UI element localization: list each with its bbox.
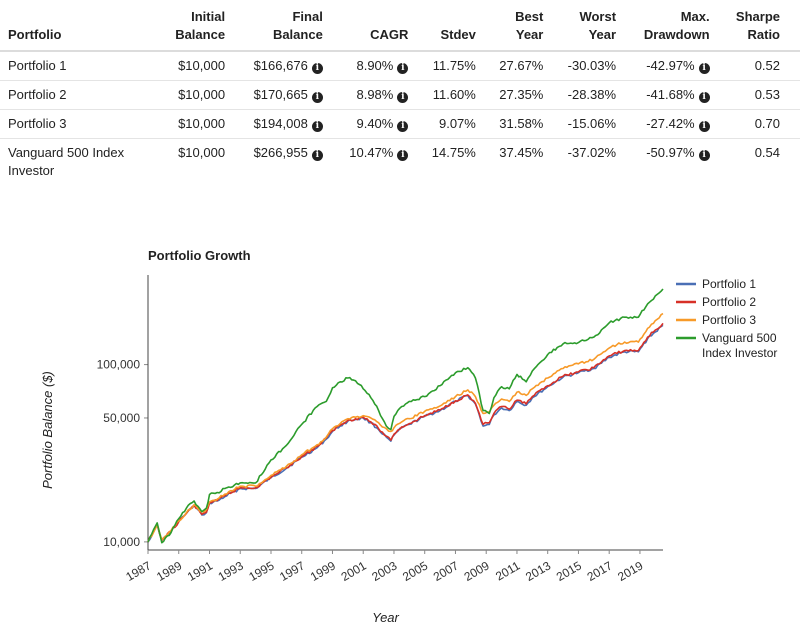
- x-axis-label: Year: [372, 610, 399, 625]
- cell-drawdown: -27.42% i: [622, 109, 716, 139]
- info-icon[interactable]: i: [397, 121, 409, 132]
- x-tick-label: 2011: [493, 558, 523, 583]
- cell-initial: $10,000: [156, 80, 232, 110]
- cell-best: 31.58%: [481, 109, 550, 139]
- info-icon[interactable]: i: [311, 92, 323, 103]
- legend-label: Index Investor: [702, 346, 777, 360]
- info-icon[interactable]: i: [311, 150, 323, 161]
- header-cagr: CAGR: [328, 0, 415, 52]
- header-best-year: Best Year: [481, 0, 550, 52]
- series-line-4: [147, 288, 664, 544]
- series-line-3: [147, 312, 664, 543]
- cell-portfolio: Portfolio 3: [0, 109, 157, 139]
- x-tick-label: 2003: [369, 558, 399, 584]
- y-tick-label: 50,000: [103, 411, 140, 425]
- cell-final: $194,008 i: [231, 109, 329, 139]
- cell-cagr: 10.47% i: [329, 139, 415, 186]
- legend-label: Portfolio 3: [702, 313, 756, 327]
- x-tick-label: 2017: [585, 558, 615, 584]
- cell-portfolio: Vanguard 500 Index Investor: [8, 145, 125, 178]
- cell-best: 27.35%: [481, 80, 550, 110]
- x-tick-label: 1995: [246, 558, 276, 584]
- cell-drawdown: -50.97% i: [622, 139, 716, 186]
- x-tick-label: 2001: [339, 558, 369, 584]
- x-tick-label: 1989: [154, 558, 184, 584]
- cell-final: $266,955 i: [231, 139, 329, 186]
- header-stdev: Stdev: [414, 0, 482, 52]
- info-icon[interactable]: i: [397, 150, 409, 161]
- x-tick-label: 2009: [462, 558, 492, 584]
- y-tick-label: 100,000: [97, 358, 141, 372]
- cell-initial: $10,000: [156, 109, 232, 139]
- x-tick-label: 2013: [523, 558, 553, 584]
- y-axis-label: Portfolio Balance ($): [40, 371, 55, 489]
- x-tick-label: 2015: [554, 558, 584, 584]
- x-tick-label: 1993: [216, 558, 246, 584]
- cell-drawdown: -41.68% i: [622, 80, 716, 110]
- cell-final: $170,665 i: [231, 80, 329, 110]
- header-final-balance: Final Balance: [231, 0, 329, 52]
- table-row: Portfolio 2 $10,000 $170,665 i 8.98% i 11.…: [0, 80, 800, 110]
- cell-worst: -37.02%: [567, 145, 617, 160]
- info-icon[interactable]: i: [698, 63, 710, 74]
- cell-final: $166,676 i: [231, 51, 329, 81]
- x-tick-label: 2007: [431, 558, 461, 584]
- cell-drawdown: -42.97% i: [622, 51, 716, 81]
- info-icon[interactable]: i: [397, 63, 409, 74]
- x-tick-label: 2005: [400, 558, 430, 584]
- table-header-row: Portfolio Initial Balance Final Balance CA…: [0, 0, 800, 52]
- cell-sharpe: 0.52: [715, 51, 800, 81]
- x-tick-label: 2019: [615, 558, 645, 584]
- cell-stdev: 11.60%: [414, 80, 482, 110]
- x-tick-label: 1999: [308, 558, 338, 584]
- header-max-drawdown: Max. Drawdown: [622, 0, 716, 52]
- cell-initial: $10,000: [156, 51, 232, 81]
- header-portfolio: Portfolio: [0, 0, 157, 52]
- x-tick-label: 1987: [123, 558, 153, 584]
- x-tick-label: 1997: [277, 558, 307, 584]
- table-row: Portfolio 1 $10,000 $166,676 i 8.90% i 11.…: [0, 51, 800, 81]
- cell-worst: -28.38%: [549, 80, 623, 110]
- info-icon[interactable]: i: [698, 92, 710, 103]
- series-line-2: [147, 322, 664, 543]
- cell-best: 27.67%: [481, 51, 550, 81]
- info-icon[interactable]: i: [397, 92, 409, 103]
- summary-table: Portfolio Initial Balance Final Balance CA…: [0, 0, 800, 185]
- legend-label: Portfolio 1: [702, 277, 756, 291]
- cell-portfolio: Portfolio 2: [0, 80, 157, 110]
- cell-stdev: 9.07%: [414, 109, 482, 139]
- table-row: Portfolio 3 $10,000 $194,008 i 9.40% i 9.0…: [0, 109, 800, 139]
- header-worst-year: Worst Year: [549, 0, 623, 52]
- info-icon[interactable]: i: [311, 121, 323, 132]
- cell-stdev: 14.75%: [431, 145, 476, 160]
- legend-label: Vanguard 500: [702, 331, 777, 345]
- cell-stdev: 11.75%: [414, 51, 482, 81]
- header-sharpe-ratio: Sharpe Ratio: [715, 0, 800, 52]
- y-tick-label: 10,000: [103, 535, 140, 549]
- cell-portfolio: Portfolio 1: [0, 51, 157, 81]
- cell-worst: -30.03%: [549, 51, 623, 81]
- cell-worst: -15.06%: [549, 109, 623, 139]
- x-tick-label: 1991: [185, 558, 215, 584]
- table-row: Vanguard 500 Index Investor $10,000 $266,…: [0, 139, 800, 186]
- cell-cagr: 8.98% i: [328, 80, 415, 110]
- cell-initial: $10,000: [178, 145, 226, 160]
- legend-label: Portfolio 2: [702, 295, 756, 309]
- cell-sharpe: 0.53: [715, 80, 800, 110]
- cell-best: 37.45%: [499, 145, 544, 160]
- info-icon[interactable]: i: [311, 63, 323, 74]
- cell-cagr: 8.90% i: [328, 51, 415, 81]
- cell-cagr: 9.40% i: [328, 109, 415, 139]
- info-icon[interactable]: i: [698, 121, 710, 132]
- header-initial-balance: Initial Balance: [156, 0, 232, 52]
- cell-sharpe: 0.54: [754, 145, 780, 160]
- chart-title: Portfolio Growth: [148, 248, 251, 263]
- series-line-1: [147, 324, 664, 543]
- info-icon[interactable]: i: [698, 150, 710, 161]
- cell-sharpe: 0.70: [715, 109, 800, 139]
